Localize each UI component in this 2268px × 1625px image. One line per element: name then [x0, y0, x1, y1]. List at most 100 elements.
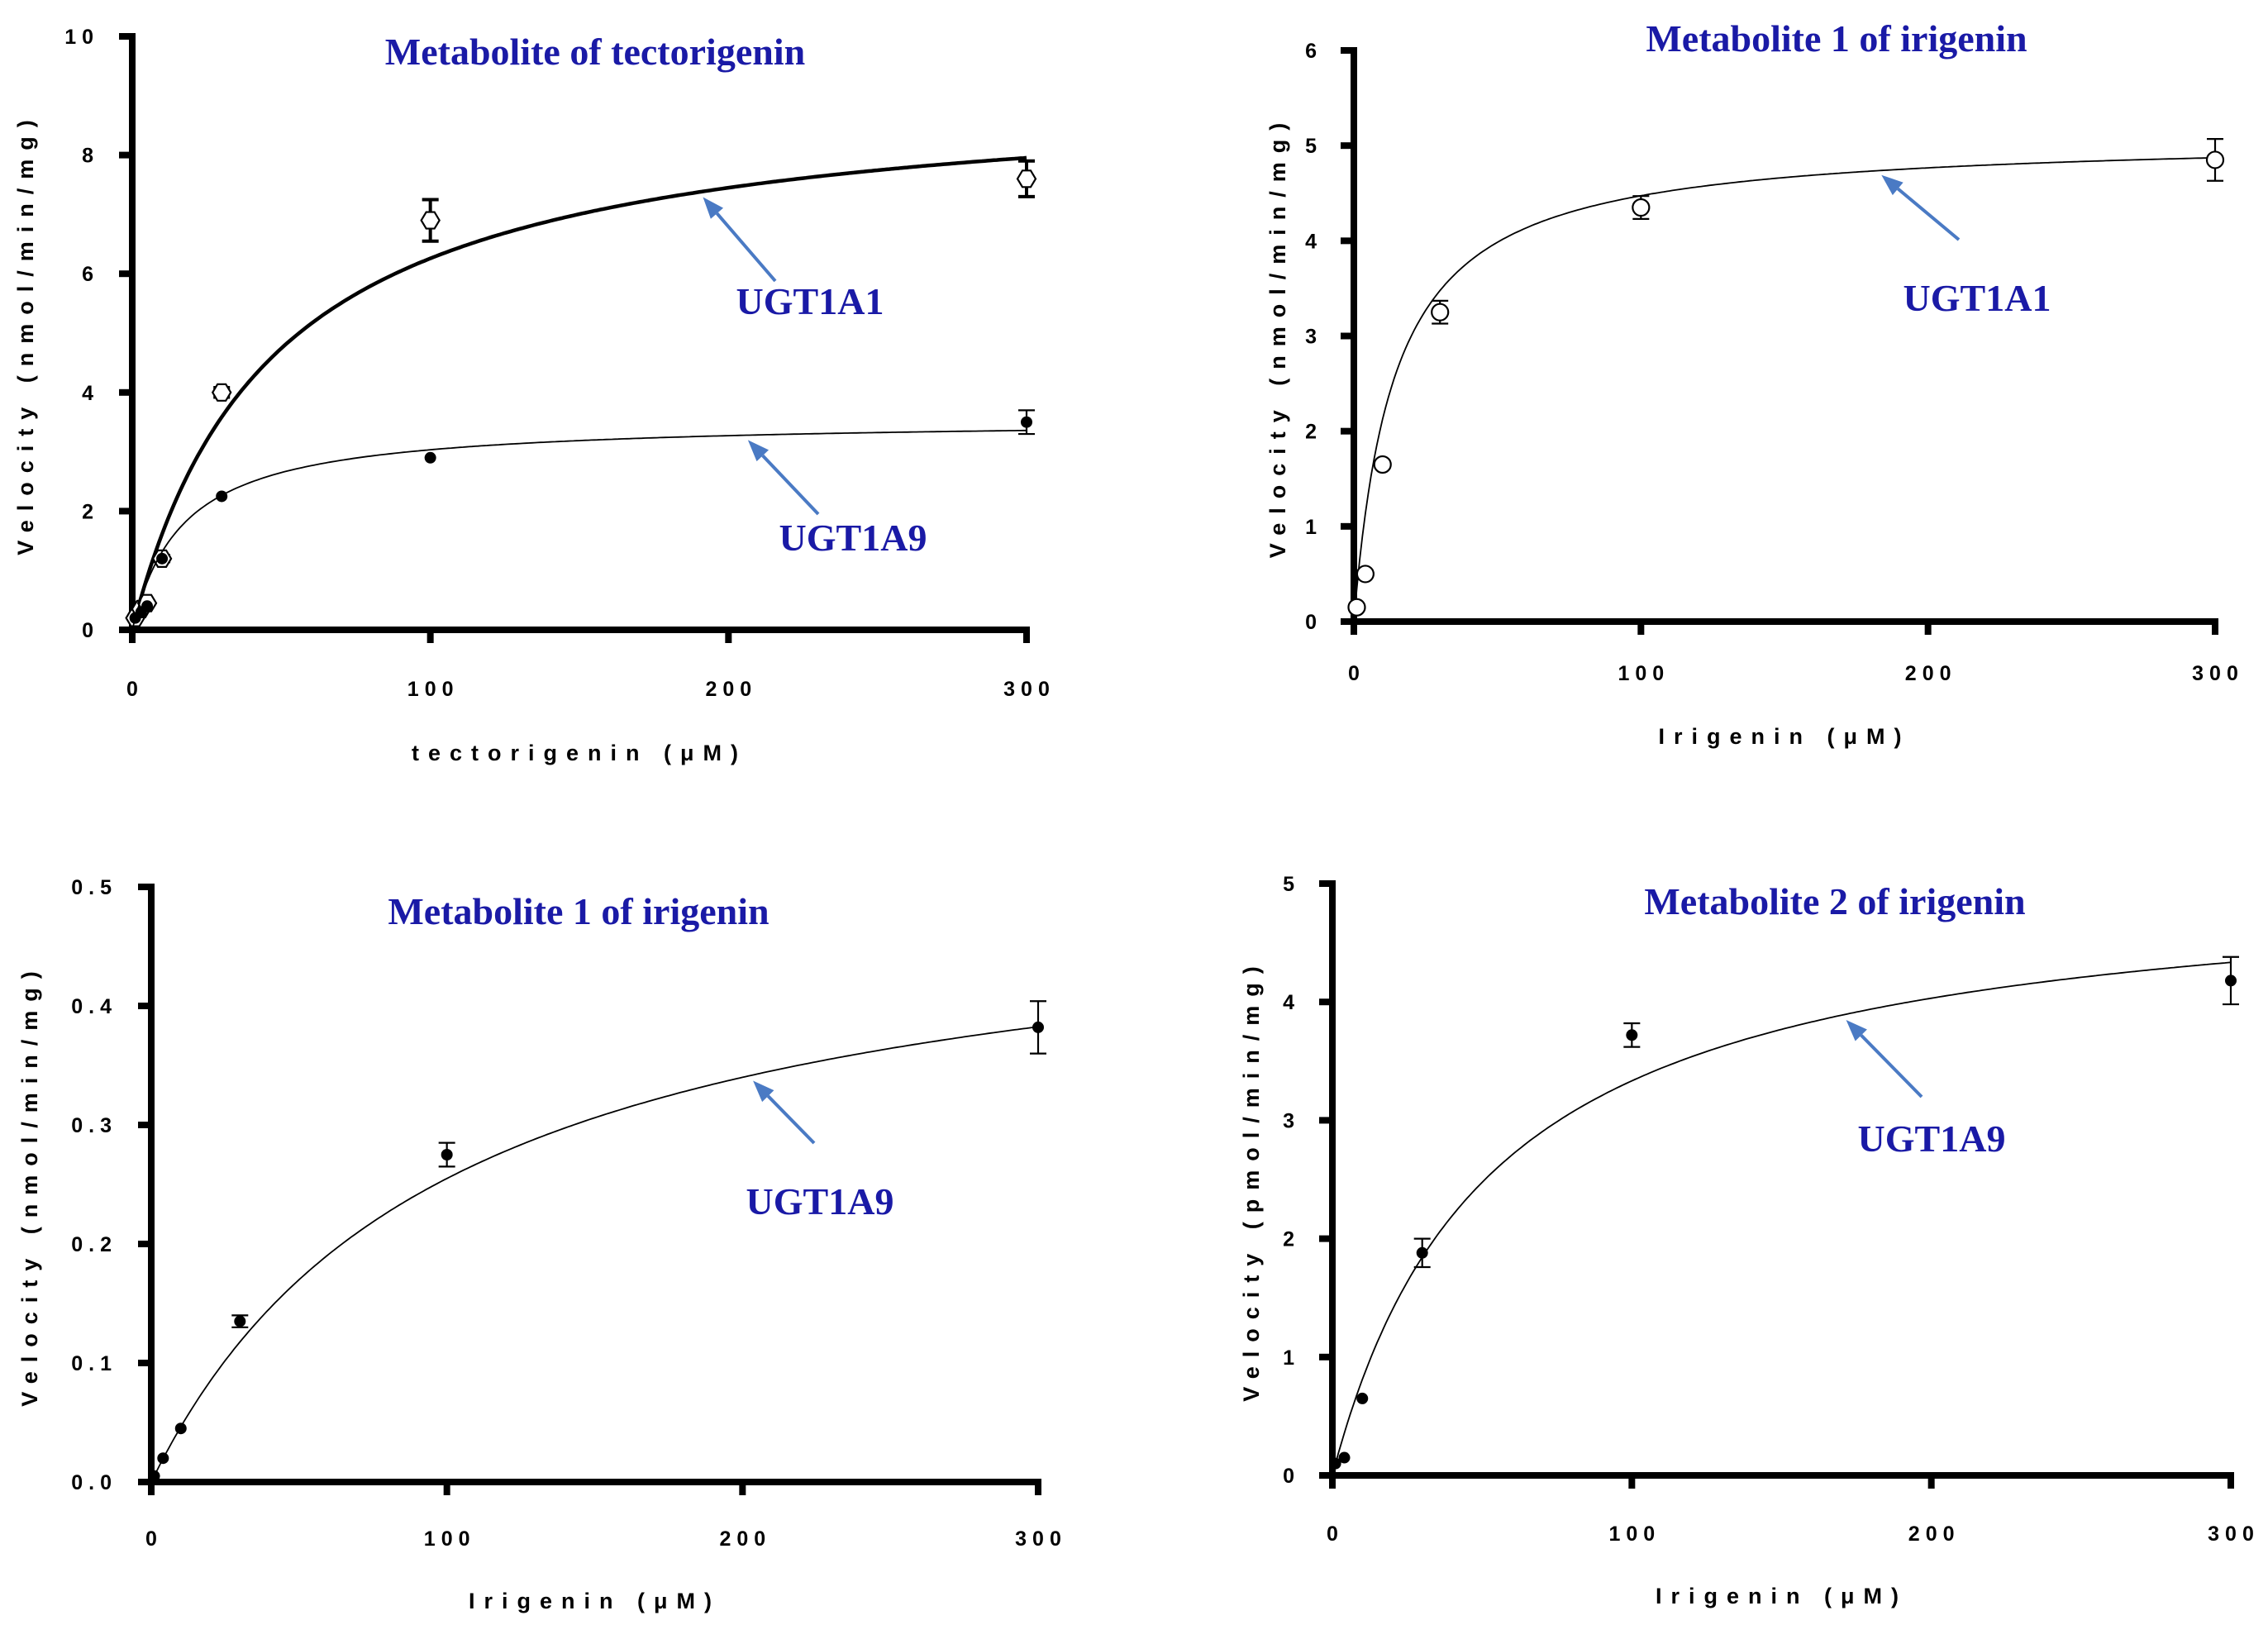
chart-panel-4: 0 100 200 300 0 1 2 3 4 5 Irigenin (μM) Velocity (p…: [1239, 873, 2260, 1608]
data-point: [1016, 169, 1037, 188]
annotation-UGT1A9: UGT1A9: [1846, 1019, 2006, 1160]
y-axis-title: Velocity (nmol/min/mg): [1265, 114, 1290, 559]
y-axis-title: Velocity (nmol/min/mg): [13, 111, 38, 555]
data-point: [156, 552, 169, 565]
data-point: [2205, 150, 2225, 169]
y-tick-label: 6: [1305, 40, 1322, 63]
y-tick-label: 5: [1305, 135, 1322, 158]
data-point: [174, 1422, 187, 1435]
x-tick-label: 300: [2192, 662, 2244, 685]
data-point: [1032, 1021, 1044, 1033]
x-tick-label: 300: [1003, 678, 1055, 701]
annotation-UGT1A1: UGT1A1: [1881, 174, 2051, 319]
annotation-UGT1A9: UGT1A9: [746, 1080, 894, 1222]
fit-curve: [150, 1026, 1039, 1483]
x-tick-label: 300: [1015, 1527, 1067, 1551]
data-point: [1347, 598, 1366, 617]
chart-title: Metabolite 1 of irigenin: [1646, 17, 2027, 60]
annotation-label: UGT1A1: [736, 280, 884, 322]
x-tick-label: 100: [407, 678, 460, 701]
data-point: [441, 1149, 453, 1160]
data-point: [1356, 1392, 1369, 1404]
y-tick-label: 5: [1283, 873, 1300, 896]
data-point: [1431, 303, 1450, 322]
x-tick-label: 0: [145, 1527, 163, 1551]
arrow-line: [715, 212, 777, 283]
x-tick-label: 200: [719, 1527, 771, 1551]
data-point: [1373, 455, 1392, 474]
y-tick-label: 2: [1283, 1228, 1300, 1251]
y-axis-title: Velocity (nmol/min/mg): [17, 962, 42, 1407]
y-tick-label: 0.0: [71, 1471, 117, 1494]
y-tick-label: 0.3: [71, 1114, 117, 1137]
y-axis-title: Velocity (pmol/min/mg): [1239, 957, 1264, 1402]
y-tick-label: 1: [1283, 1346, 1300, 1370]
x-tick-label: 200: [1908, 1523, 1961, 1546]
data-point: [216, 490, 228, 503]
arrow-line: [1860, 1034, 1923, 1098]
annotation-label: UGT1A9: [1858, 1117, 2006, 1160]
annotation-UGT1A9: UGT1A9: [747, 440, 927, 559]
y-tick-label: 8: [82, 145, 99, 168]
series-UGT1A9: [148, 1000, 1046, 1483]
fit-curve: [130, 155, 1027, 631]
arrow-line: [761, 454, 820, 516]
y-tick-label: 0: [1283, 1465, 1300, 1488]
series-UGT1A9: [129, 409, 1035, 631]
data-point: [1416, 1246, 1428, 1259]
y-tick-label: 3: [1283, 1109, 1300, 1132]
chart-title: Metabolite of tectorigenin: [385, 31, 805, 73]
x-tick-label: 0: [126, 678, 144, 701]
y-tick-label: 6: [82, 263, 99, 286]
y-tick-label: 0: [1305, 611, 1322, 634]
data-point: [1329, 1457, 1341, 1470]
x-tick-label: 200: [1905, 662, 1957, 685]
x-tick-label: 0: [1327, 1523, 1344, 1546]
annotation-label: UGT1A1: [1904, 277, 2051, 319]
fit-curve: [1353, 156, 2216, 622]
x-axis-title: Irigenin (μM): [1656, 1584, 1908, 1608]
chart-panel-3: 0 100 200 300 0.0 0.1 0.2 0.3 0.4 0.5 Irigenin (μM…: [17, 876, 1067, 1613]
data-point: [1356, 565, 1375, 584]
x-tick-label: 0: [1348, 662, 1365, 685]
arrow-head: [1881, 174, 1904, 196]
annotation-label: UGT1A9: [746, 1180, 894, 1222]
y-tick-label: 4: [1305, 230, 1322, 253]
x-tick-label: 100: [424, 1527, 476, 1551]
data-point: [211, 383, 232, 402]
y-tick-label: 1: [1305, 516, 1322, 539]
data-point: [1626, 1029, 1638, 1041]
data-point: [420, 211, 441, 230]
arrow-head: [747, 440, 770, 462]
fit-curve: [1332, 961, 2232, 1476]
x-tick-label: 200: [705, 678, 757, 701]
y-tick-label: 0.2: [71, 1233, 117, 1256]
data-point: [141, 600, 154, 612]
y-tick-label: 4: [82, 382, 99, 405]
x-tick-label: 100: [1618, 662, 1670, 685]
y-tick-label: 4: [1283, 991, 1300, 1014]
x-axis-title: tectorigenin (μM): [412, 741, 747, 765]
data-point: [234, 1315, 246, 1327]
annotation-label: UGT1A9: [779, 517, 927, 559]
data-point: [157, 1452, 169, 1465]
data-point: [148, 1470, 160, 1482]
series-UGT1A1: [1347, 138, 2225, 622]
series-UGT1A9: [1329, 955, 2239, 1476]
arrow-head: [703, 197, 724, 219]
annotation-UGT1A1: UGT1A1: [703, 197, 884, 322]
arrow-head: [1846, 1019, 1867, 1041]
y-tick-label: 0.1: [71, 1352, 117, 1375]
chart-title: Metabolite 1 of irigenin: [388, 890, 769, 932]
chart-title: Metabolite 2 of irigenin: [1644, 880, 2025, 922]
data-point: [1021, 416, 1032, 428]
arrow-line: [766, 1094, 816, 1145]
x-tick-label: 300: [2208, 1523, 2260, 1546]
y-tick-label: 2: [82, 500, 99, 523]
data-point: [1632, 198, 1651, 217]
y-tick-label: 0.5: [71, 876, 117, 899]
fit-curve: [131, 429, 1027, 631]
y-tick-label: 0: [82, 619, 99, 642]
arrow-head: [753, 1080, 774, 1103]
